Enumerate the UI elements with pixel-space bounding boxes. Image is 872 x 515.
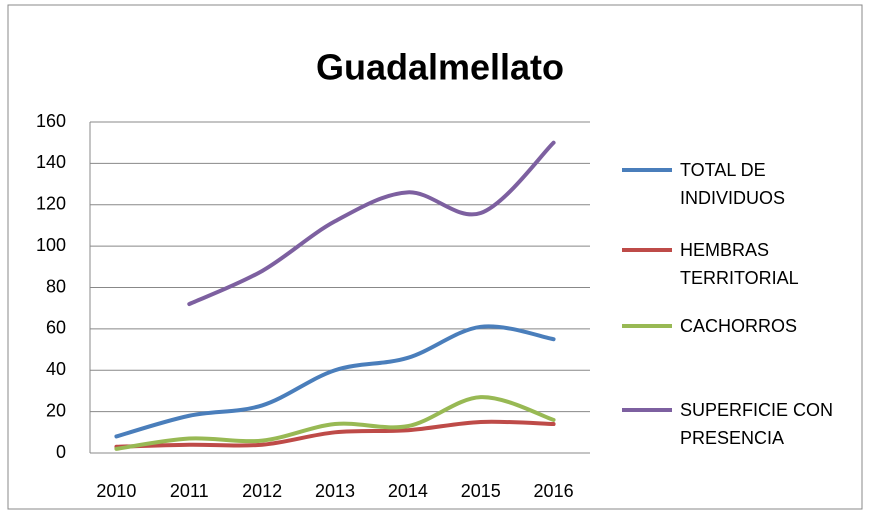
legend-label: TOTAL DE INDIVIDUOS <box>680 160 786 208</box>
y-tick-label: 60 <box>46 318 66 338</box>
legend-label: CACHORROS <box>680 316 798 336</box>
legend-label: HEMBRAS TERRITORIAL <box>680 240 799 288</box>
x-tick-label: 2013 <box>315 481 355 501</box>
y-tick-label: 140 <box>36 152 66 172</box>
y-tick-label: 100 <box>36 235 66 255</box>
y-tick-label: 20 <box>46 400 66 420</box>
y-tick-label: 0 <box>56 442 66 462</box>
y-tick-label: 40 <box>46 359 66 379</box>
series-line <box>114 324 556 439</box>
x-tick-label: 2016 <box>534 481 574 501</box>
x-tick-label: 2015 <box>461 481 501 501</box>
x-tick-label: 2012 <box>242 481 282 501</box>
series-line <box>114 395 556 451</box>
y-tick-label: 160 <box>36 111 66 131</box>
y-tick-label: 80 <box>46 276 66 296</box>
series-line <box>114 419 556 449</box>
x-tick-label: 2011 <box>170 481 209 501</box>
x-tick-label: 2010 <box>96 481 136 501</box>
y-tick-label: 120 <box>36 194 66 214</box>
x-tick-label: 2014 <box>388 481 428 501</box>
chart-title: Guadalmellato <box>316 47 564 88</box>
legend-label: SUPERFICIE CON PRESENCIA <box>680 400 834 448</box>
series-line <box>187 140 556 307</box>
